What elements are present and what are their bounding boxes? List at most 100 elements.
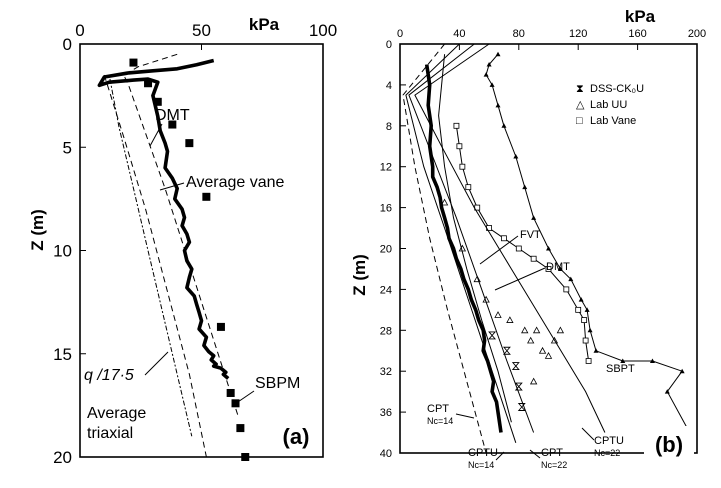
panel-b-series-lab-uu-point-2: [473, 275, 481, 283]
panel-b-cpt22-leader: [529, 449, 541, 459]
panel-b-series-sbpt-point-2: [483, 72, 489, 77]
panel-b-legend: ⧗ DSS-CK₀U △ Lab UU □ Lab Vane: [576, 83, 644, 127]
panel-a-label-box: [272, 418, 320, 454]
panel-b-fvt-leader: [479, 235, 519, 265]
panel-b-y-tick-3: 12: [380, 162, 392, 174]
panel-b-series-lab-uu-point-9: [538, 346, 547, 354]
panel-a-vane-leader: [159, 182, 185, 191]
legend-label-lab-uu: Lab UU: [590, 99, 627, 111]
panel-a-annotation-triaxial: triaxial: [87, 425, 133, 442]
legend-marker-square-icon: □: [576, 115, 583, 127]
panel-a-y-tick-1: 5: [63, 138, 72, 157]
panel-b-series-sbpt-point-12: [578, 297, 584, 302]
panel-b-series-fvt-line: [438, 54, 512, 423]
panel-b-x-tick-3: 120: [569, 28, 587, 40]
panel-b-annotation-cpt-14-nc: Nc=14: [427, 416, 453, 426]
panel-b-series-lab-uu-point-3: [482, 295, 490, 303]
panel-b-y-tick-9: 36: [380, 407, 392, 419]
panel-a-series-average-triaxial-line: [103, 74, 207, 458]
panel-a-series-sbpm-point-2: [153, 97, 162, 106]
panel-b-series-lab-vane-point-13: [582, 337, 589, 344]
panel-b-series-lab-vane-point-0: [453, 122, 460, 129]
panel-a-x-tick-0: 0: [75, 21, 84, 40]
legend-label-dss: DSS-CK₀U: [590, 83, 644, 95]
panel-b-series-lab-uu-point-12: [556, 326, 565, 334]
panel-a-y-axis-label: Z (m): [28, 209, 47, 251]
panel-a-series-dmt-line: [97, 58, 230, 380]
panel-b-label-box: [644, 426, 694, 462]
legend-marker-triangle-icon: △: [576, 99, 585, 111]
panel-b-label: (b): [655, 432, 683, 457]
panel-b-series-sbpt-point-14: [587, 327, 593, 333]
panel-b-x-tick-4: 160: [628, 28, 646, 40]
panel-b-series-dss-ck-u-point-3: [514, 382, 523, 391]
panel-b-series-lab-vane-point-2: [459, 163, 466, 170]
panel-b-y-tick-2: 8: [386, 121, 392, 133]
panel-b: 0 40 80 120 160 200 0 4 8 12 16 20 24 28 32 36 40 kPa Z …: [350, 7, 706, 470]
legend-marker-hourglass-icon: ⧗: [576, 83, 584, 95]
panel-b-y-tick-5: 20: [380, 244, 392, 256]
panel-a-series-sbpm-point-0: [129, 58, 138, 67]
panel-b-series-lab-uu-point-7: [527, 336, 535, 344]
panel-a-x-tick-2: 100: [309, 21, 337, 40]
panel-a-annotation-q-ratio: q /17·5: [84, 367, 134, 384]
panel-b-annotation-sbpt: SBPT: [606, 363, 635, 375]
panel-a-x-tick-1: 50: [192, 21, 211, 40]
panel-b-series-sbpt-point-19: [664, 389, 670, 394]
panel-b-annotation-dmt: DMT: [546, 261, 570, 273]
panel-a-series-sbpm-point-3: [168, 120, 177, 129]
panel-b-annotation-cpt-14: CPT: [427, 403, 449, 415]
panel-b-series-lab-vane-point-3: [465, 184, 472, 191]
panel-b-series-sbpt-point-4: [495, 102, 501, 108]
panel-b-annotation-cpt-22-nc: Nc=22: [541, 460, 567, 470]
panel-b-y-tick-6: 24: [380, 284, 392, 296]
panel-b-cptu22-leader: [581, 427, 595, 441]
panel-b-series-sbpt-point-16: [620, 358, 626, 363]
panel-b-dmt-leader: [494, 267, 546, 291]
panel-b-y-tick-1: 4: [386, 80, 392, 92]
panel-a: 0 50 100 0 5 10 15 20 kPa Z (m) DMT Average van…: [28, 15, 337, 467]
panel-a-annotation-average-vane: Average vane: [186, 174, 285, 191]
panel-b-series-dss-ck-u-point-0: [488, 331, 497, 340]
panel-a-series-sbpm-point-4: [185, 139, 194, 148]
panel-b-series-lab-uu-point-0: [440, 198, 449, 206]
panel-a-dmt-leader: [149, 123, 163, 147]
panel-b-x-tick-2: 80: [513, 28, 525, 40]
panel-b-y-tick-4: 16: [380, 203, 392, 215]
panel-b-series-lab-vane-point-10: [563, 286, 570, 293]
panel-a-axes-frame: [79, 43, 324, 458]
panel-b-series-cpt-nc-14-line: [402, 43, 487, 454]
panel-b-series-lab-vane-point-12: [581, 317, 588, 323]
panel-b-annotation-cptu-22: CPTU: [594, 435, 624, 447]
panel-b-cpt14-leader: [455, 413, 475, 419]
panel-b-series-lab-uu-point-6: [521, 326, 529, 334]
panel-b-x-tick-1: 40: [453, 28, 465, 40]
panel-b-cptu14-leader: [495, 451, 505, 461]
panel-b-series-cpt-nc-22-line: [408, 43, 535, 433]
panel-b-y-tick-0: 0: [386, 39, 392, 51]
panel-b-series-sbpt-point-17: [649, 358, 655, 363]
panel-a-label: (a): [283, 424, 310, 449]
panel-b-series-sbpt-point-0: [495, 51, 501, 57]
panel-a-q-leader: [144, 351, 169, 376]
panel-a-unit-label: kPa: [249, 15, 280, 34]
panel-b-series-sbpt-point-1: [486, 61, 492, 67]
panel-b-series-lab-vane-point-11: [575, 306, 582, 313]
panel-a-annotation-sbpm: SBPM: [255, 375, 300, 392]
panel-b-annotation-cptu-22-nc: Nc=22: [594, 448, 620, 458]
panel-b-series-lab-uu-point-13: [529, 377, 538, 385]
panel-b-series-dss-ck-u-point-1: [502, 346, 511, 355]
panel-b-series-lab-vane-line: [455, 125, 590, 362]
panel-b-series-sbpt-point-9: [546, 246, 551, 251]
panel-a-y-tick-2: 10: [53, 242, 72, 261]
panel-b-series-lab-vane-point-14: [585, 358, 592, 364]
panel-b-unit-label: kPa: [625, 7, 656, 26]
panel-b-series-dss-ck-u-point-2: [511, 362, 520, 371]
panel-a-series-sbpm-point-5: [202, 192, 211, 201]
panel-a-series-sbpm-point-1: [144, 79, 153, 88]
panel-b-series-cptu-nc-22-line: [414, 43, 606, 433]
panel-b-series-sbpt-line: [485, 53, 691, 433]
panel-a-series-sbpm-point-9: [236, 424, 245, 433]
panel-b-series-sbpt-point-6: [513, 153, 519, 159]
